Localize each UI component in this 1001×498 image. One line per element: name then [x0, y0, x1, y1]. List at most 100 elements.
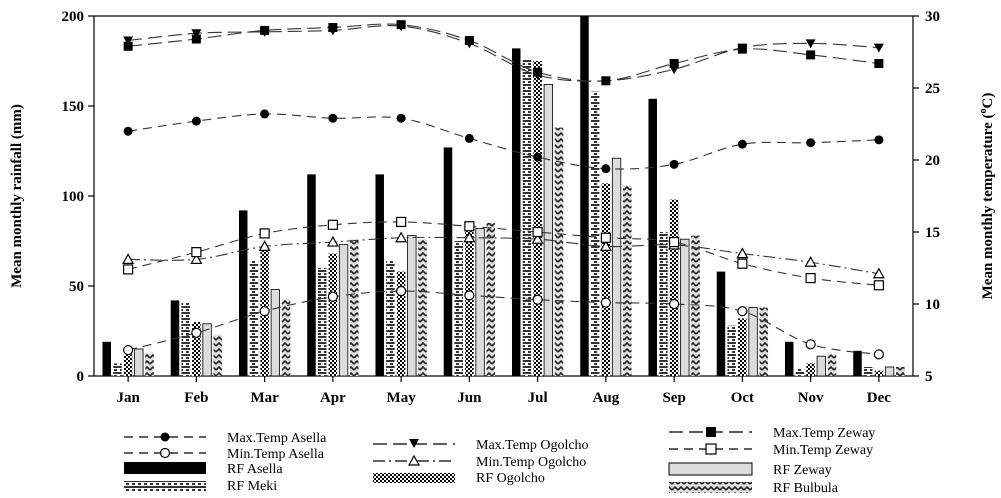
bar-rf-ogolcho: [533, 61, 542, 376]
legend-item-max-asella: Max.Temp Asella: [124, 431, 327, 446]
legend: Max.Temp Asella Min.Temp Asella RF Asell…: [124, 426, 875, 496]
x-tick-label: Jan: [116, 390, 140, 406]
legend-marker-open-square: [705, 443, 717, 455]
point-min-temp-zeway: [123, 264, 134, 275]
y-tick-label: 150: [62, 99, 85, 115]
legend-item-min-asella: Min.Temp Asella: [124, 447, 325, 462]
point-min-temp-zeway: [464, 221, 475, 232]
x-tick-label: Sep: [662, 390, 685, 406]
svg-text:RF Zeway: RF Zeway: [773, 463, 832, 478]
point-min-temp-zeway: [669, 236, 680, 248]
point-min-temp-asella: [464, 290, 475, 301]
svg-text:RF Asella: RF Asella: [227, 462, 283, 477]
legend-marker-triangle-up: [407, 454, 421, 466]
svg-text:Min.Temp Zeway: Min.Temp Zeway: [773, 443, 873, 458]
y-axis-label: Mean monthly rainfall (mm): [9, 104, 25, 288]
bar-rf-bulbula: [213, 334, 223, 376]
x-tick-label: Jun: [457, 390, 482, 406]
point-min-temp-ogolcho: [258, 240, 271, 251]
bar-rf-meki: [386, 260, 395, 376]
bar-rf-bulbula: [691, 235, 700, 376]
y2-tick-label: 5: [925, 369, 933, 385]
point-min-temp-ogolcho: [736, 247, 749, 259]
point-max-temp-zeway: [123, 41, 133, 51]
point-min-temp-ogolcho: [463, 231, 476, 243]
y2-axis-label: Mean monthly temperature (oC): [978, 93, 996, 300]
bar-rf-ogolcho: [806, 363, 815, 376]
bar-rf-zeway: [407, 235, 417, 377]
legend-swatch-zigzag: [669, 482, 752, 493]
x-tick-label: Mar: [250, 390, 279, 406]
bar-rf-bulbula: [623, 185, 632, 376]
point-min-temp-asella: [259, 306, 270, 317]
legend-item-min-ogolcho: Min.Temp Ogolcho: [373, 454, 586, 470]
bar-rf-asella: [853, 350, 862, 376]
y2-tick-label: 25: [925, 81, 940, 97]
legend-item-min-zeway: Min.Temp Zeway: [669, 443, 873, 458]
plot-frame: [93, 15, 914, 377]
point-max-temp-zeway: [806, 50, 816, 60]
point-min-temp-ogolcho: [599, 240, 612, 251]
point-min-temp-zeway: [805, 272, 816, 284]
bar-rf-asella: [580, 16, 589, 376]
point-min-temp-ogolcho: [326, 235, 339, 247]
bar-rf-ogolcho: [192, 322, 201, 376]
bar-rf-bulbula: [486, 223, 496, 376]
bar-rf-zeway: [680, 238, 690, 377]
point-max-temp-asella: [123, 126, 133, 136]
point-min-temp-ogolcho: [531, 232, 544, 244]
bar-rf-zeway: [816, 355, 826, 377]
legend-swatch-light-gray: [668, 462, 753, 476]
bar-rf-meki: [795, 368, 805, 376]
bar-rf-asella: [784, 341, 794, 376]
point-min-temp-asella: [873, 349, 884, 360]
bar-rf-asella: [443, 147, 453, 376]
bar-rf-ogolcho: [738, 318, 747, 376]
point-min-temp-zeway: [532, 226, 543, 238]
point-max-temp-asella: [328, 113, 338, 123]
bar-rf-bulbula: [350, 239, 359, 376]
point-min-temp-zeway: [259, 228, 270, 239]
point-min-temp-ogolcho: [804, 256, 817, 267]
bar-rf-bulbula: [281, 298, 291, 376]
point-min-temp-zeway: [191, 247, 202, 258]
x-tick-label: Aug: [593, 390, 620, 406]
bar-rf-ogolcho: [601, 183, 611, 376]
svg-text:Min.Temp Asella: Min.Temp Asella: [227, 447, 325, 462]
point-min-temp-ogolcho: [395, 231, 408, 243]
x-tick-label: Nov: [798, 390, 824, 406]
bar-rf-meki: [317, 268, 327, 376]
point-max-temp-asella: [874, 135, 884, 145]
bar-rf-meki: [863, 367, 873, 376]
legend-item-max-zeway: Max.Temp Zeway: [669, 426, 875, 441]
bar-rf-ogolcho: [669, 199, 679, 376]
bar-rf-zeway: [202, 323, 212, 377]
point-min-temp-asella: [191, 327, 202, 338]
line-max-temp-asella: [128, 113, 879, 170]
point-min-temp-asella: [123, 344, 134, 356]
point-max-temp-asella: [737, 139, 747, 149]
point-max-temp-zeway: [396, 20, 406, 30]
bar-rf-asella: [375, 174, 384, 376]
line-min-temp-zeway: [127, 221, 879, 286]
bar-rf-bulbula: [759, 307, 769, 376]
y2-label-end: C): [980, 93, 996, 109]
point-min-temp-ogolcho: [872, 267, 885, 279]
svg-text:Max.Temp Zeway: Max.Temp Zeway: [773, 426, 875, 441]
point-min-temp-zeway: [873, 280, 884, 291]
point-max-temp-asella: [669, 159, 679, 169]
y-tick-label: 50: [69, 279, 84, 295]
svg-text:Max.Temp Ogolcho: Max.Temp Ogolcho: [476, 438, 589, 453]
bar-rf-ogolcho: [874, 370, 884, 376]
point-min-temp-zeway: [600, 232, 611, 243]
x-tick-label: May: [387, 390, 417, 406]
legend-swatch-checker: [373, 473, 455, 483]
legend-marker-open-circle: [159, 447, 171, 459]
legend-item-rf-asella: RF Asella: [124, 462, 283, 477]
bar-rf-bulbula: [896, 367, 905, 376]
line-min-temp-asella: [127, 290, 879, 355]
legend-swatch-bricks: [124, 481, 206, 491]
y2-label-sup: o: [978, 108, 989, 113]
y-tick-label: 100: [62, 189, 85, 205]
